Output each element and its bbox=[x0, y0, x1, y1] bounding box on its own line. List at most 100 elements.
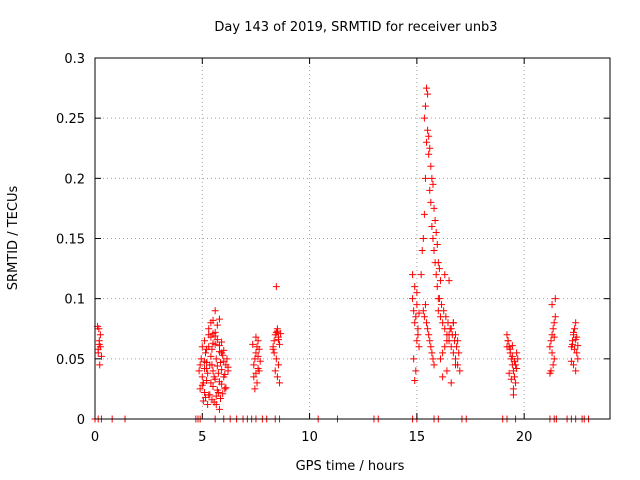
data-point bbox=[417, 271, 425, 279]
data-point bbox=[453, 343, 461, 351]
data-point bbox=[429, 355, 437, 363]
data-point bbox=[413, 289, 421, 297]
data-point bbox=[452, 355, 459, 363]
data-point bbox=[428, 174, 436, 182]
data-point bbox=[207, 333, 215, 341]
y-axis-label: SRMTID / TECUs bbox=[6, 186, 21, 291]
y-tick-label: 0.25 bbox=[56, 112, 85, 127]
data-point bbox=[215, 342, 223, 350]
data-point bbox=[219, 390, 227, 398]
data-point bbox=[427, 162, 435, 170]
data-point bbox=[209, 316, 217, 324]
data-point bbox=[449, 319, 457, 327]
data-point bbox=[198, 381, 206, 389]
data-point bbox=[429, 180, 437, 188]
data-point bbox=[423, 319, 431, 327]
data-point bbox=[432, 228, 440, 236]
data-point bbox=[250, 361, 258, 369]
data-point bbox=[508, 352, 516, 360]
data-point bbox=[551, 295, 559, 303]
data-point bbox=[452, 361, 459, 369]
data-point bbox=[430, 247, 438, 255]
data-point bbox=[211, 332, 219, 340]
data-point bbox=[435, 265, 443, 273]
data-point bbox=[254, 364, 262, 372]
data-point bbox=[507, 375, 515, 383]
data-point bbox=[425, 150, 433, 158]
data-point bbox=[454, 337, 462, 345]
y-tick-label: 0.15 bbox=[56, 233, 85, 248]
data-point bbox=[447, 379, 455, 387]
data-point bbox=[443, 367, 451, 375]
data-point bbox=[270, 337, 278, 345]
data-point bbox=[256, 357, 264, 365]
data-point bbox=[414, 325, 422, 333]
data-point bbox=[550, 355, 558, 363]
data-point bbox=[251, 385, 259, 393]
data-point bbox=[214, 389, 222, 397]
y-tick-label: 0.1 bbox=[64, 293, 85, 308]
data-point bbox=[218, 380, 226, 388]
data-point bbox=[548, 349, 556, 357]
data-point bbox=[269, 345, 277, 353]
data-point bbox=[445, 277, 453, 285]
data-point bbox=[212, 355, 220, 363]
data-point bbox=[212, 392, 220, 400]
data-point bbox=[211, 307, 219, 315]
data-point bbox=[419, 307, 427, 315]
data-point bbox=[271, 367, 279, 375]
data-point bbox=[452, 331, 459, 339]
x-tick-label: 10 bbox=[301, 430, 318, 445]
data-point bbox=[215, 315, 223, 323]
data-point bbox=[424, 90, 432, 98]
data-point bbox=[413, 301, 421, 309]
data-point bbox=[436, 355, 444, 363]
data-point bbox=[409, 295, 417, 303]
x-tick-label: 0 bbox=[91, 430, 99, 445]
data-point bbox=[274, 361, 282, 369]
data-point bbox=[200, 337, 208, 345]
data-point bbox=[430, 204, 438, 212]
data-point bbox=[443, 337, 451, 345]
data-point bbox=[203, 376, 211, 384]
data-point bbox=[456, 367, 464, 375]
grid-lines bbox=[95, 58, 610, 419]
data-point bbox=[418, 247, 426, 255]
data-point bbox=[426, 144, 434, 152]
data-point bbox=[272, 283, 280, 291]
data-point bbox=[549, 325, 557, 333]
data-point bbox=[96, 331, 104, 339]
data-point bbox=[198, 373, 206, 381]
data-point bbox=[94, 349, 102, 357]
data-point bbox=[424, 126, 432, 134]
data-point bbox=[195, 367, 203, 375]
data-point bbox=[254, 352, 262, 360]
data-point bbox=[504, 337, 512, 345]
data-point bbox=[550, 333, 558, 341]
data-point bbox=[207, 352, 215, 360]
data-point bbox=[410, 307, 418, 315]
data-point bbox=[509, 391, 517, 399]
data-point bbox=[253, 379, 261, 387]
data-point bbox=[546, 343, 554, 351]
data-point bbox=[214, 369, 222, 377]
data-point bbox=[430, 361, 438, 369]
data-point bbox=[573, 349, 581, 357]
data-point bbox=[509, 385, 517, 393]
data-point bbox=[224, 367, 232, 375]
data-point bbox=[421, 102, 429, 110]
data-point bbox=[415, 343, 423, 351]
data-point bbox=[571, 345, 579, 353]
data-point bbox=[220, 373, 228, 381]
data-point bbox=[511, 357, 519, 365]
data-point bbox=[220, 346, 228, 354]
data-point bbox=[572, 336, 580, 344]
data-point bbox=[96, 343, 104, 351]
data-point bbox=[421, 301, 429, 309]
data-point bbox=[428, 349, 436, 357]
y-tick-label: 0 bbox=[77, 413, 85, 428]
data-point bbox=[410, 355, 418, 363]
data-point bbox=[420, 114, 428, 122]
data-point bbox=[429, 235, 437, 242]
data-point bbox=[442, 313, 450, 321]
